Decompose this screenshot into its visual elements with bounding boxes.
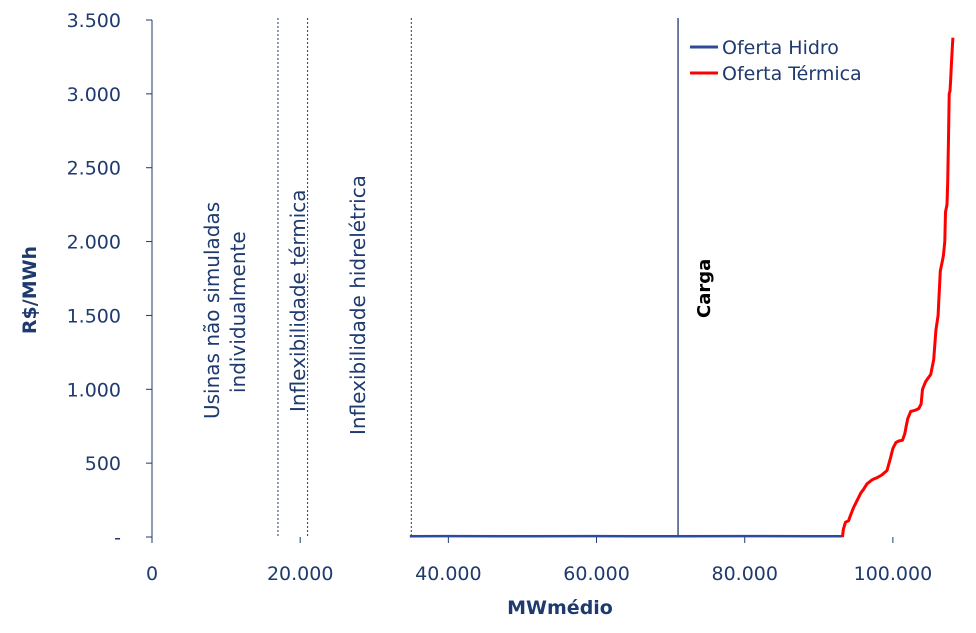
region-label-inflex-hidreletrica: Inflexibilidade hidrelétrica bbox=[346, 175, 370, 435]
x-tick-label: 100.000 bbox=[854, 563, 933, 585]
x-tick-label: 80.000 bbox=[711, 563, 777, 585]
x-axis-title: MWmédio bbox=[507, 597, 613, 619]
x-tick-label: 20.000 bbox=[267, 563, 333, 585]
region-label-usinas-line1: Usinas não simuladas bbox=[200, 202, 224, 419]
y-tick-label: 2.500 bbox=[67, 158, 121, 180]
legend-label-hidro: Oferta Hidro bbox=[722, 37, 839, 59]
carga-label: Carga bbox=[694, 259, 715, 318]
region-label-usinas-line2: individualmente bbox=[226, 231, 250, 393]
y-tick-label: 3.000 bbox=[67, 84, 121, 106]
region-label-inflex-termica: Inflexibilidade térmica bbox=[286, 190, 310, 413]
legend: Oferta Hidro Oferta Térmica bbox=[690, 37, 862, 85]
series-line-oferta-termica bbox=[841, 37, 955, 538]
vertical-reference-lines bbox=[277, 18, 679, 537]
y-axis-title: R$/MWh bbox=[19, 246, 41, 334]
y-tick-label: 1.000 bbox=[67, 379, 121, 401]
y-tick-label: - bbox=[114, 527, 121, 549]
x-tick-label: 40.000 bbox=[415, 563, 481, 585]
y-tick-label: 500 bbox=[85, 453, 121, 475]
y-axis-ticks: - 500 1.000 1.500 2.000 2.500 3.000 3.500 bbox=[67, 10, 152, 549]
y-tick-label: 2.000 bbox=[67, 232, 121, 254]
legend-label-termica: Oferta Térmica bbox=[722, 63, 862, 85]
series-group bbox=[409, 37, 955, 538]
y-tick-label: 3.500 bbox=[67, 10, 121, 32]
x-axis-ticks: 0 20.000 40.000 60.000 80.000 100.000 bbox=[146, 537, 932, 585]
x-tick-label: 0 bbox=[146, 563, 158, 585]
x-tick-label: 60.000 bbox=[563, 563, 629, 585]
y-tick-label: 1.500 bbox=[67, 305, 121, 327]
